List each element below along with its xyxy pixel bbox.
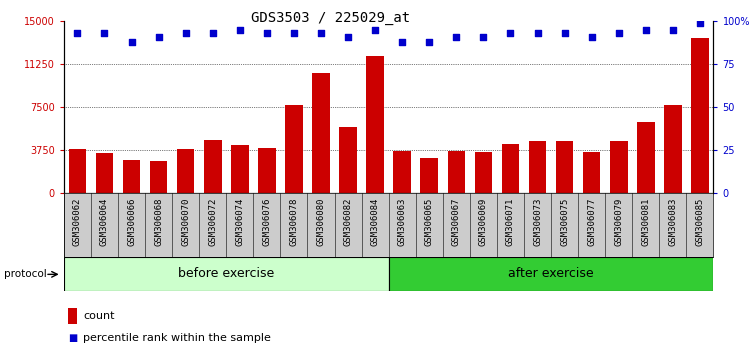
Text: GSM306083: GSM306083: [668, 198, 677, 246]
Text: GSM306065: GSM306065: [425, 198, 434, 246]
Text: GSM306069: GSM306069: [479, 198, 488, 246]
Point: [667, 27, 679, 33]
Text: GSM306066: GSM306066: [127, 198, 136, 246]
Bar: [448, 150, 465, 193]
Bar: [475, 152, 492, 193]
Text: ■: ■: [68, 333, 77, 343]
Text: GSM306077: GSM306077: [587, 198, 596, 246]
Point: [694, 20, 706, 26]
Text: GSM306081: GSM306081: [641, 198, 650, 246]
Point: [288, 30, 300, 36]
Text: GSM306074: GSM306074: [235, 198, 244, 246]
Bar: [394, 150, 411, 193]
Point: [261, 30, 273, 36]
Text: after exercise: after exercise: [508, 267, 594, 280]
Point: [505, 30, 517, 36]
Bar: [389, 257, 713, 291]
Text: GSM306073: GSM306073: [533, 198, 542, 246]
Bar: [637, 122, 655, 193]
Text: GSM306082: GSM306082: [343, 198, 352, 246]
Bar: [339, 126, 357, 193]
Bar: [312, 73, 330, 193]
Point: [152, 34, 164, 40]
Text: count: count: [83, 311, 115, 321]
Point: [640, 27, 652, 33]
Text: GSM306080: GSM306080: [316, 198, 325, 246]
Bar: [95, 153, 113, 193]
Point: [397, 39, 409, 45]
Bar: [64, 257, 389, 291]
Point: [613, 30, 625, 36]
Text: GSM306064: GSM306064: [100, 198, 109, 246]
Bar: [691, 38, 709, 193]
Bar: [231, 145, 249, 193]
Point: [478, 34, 490, 40]
Point: [532, 30, 544, 36]
Point: [369, 27, 381, 33]
Text: GSM306070: GSM306070: [181, 198, 190, 246]
Text: before exercise: before exercise: [178, 267, 274, 280]
Bar: [149, 161, 167, 193]
Point: [342, 34, 354, 40]
Bar: [421, 158, 438, 193]
Bar: [204, 140, 222, 193]
Bar: [285, 105, 303, 193]
Point: [424, 39, 436, 45]
Text: GSM306075: GSM306075: [560, 198, 569, 246]
Text: GSM306078: GSM306078: [289, 198, 298, 246]
Text: protocol: protocol: [4, 269, 47, 279]
Bar: [258, 148, 276, 193]
Bar: [366, 56, 384, 193]
Point: [125, 39, 137, 45]
Bar: [176, 149, 195, 193]
Bar: [664, 105, 682, 193]
Point: [559, 30, 571, 36]
Bar: [610, 141, 628, 193]
Text: GDS3503 / 225029_at: GDS3503 / 225029_at: [251, 11, 410, 25]
Point: [586, 34, 598, 40]
Point: [71, 30, 83, 36]
Text: GSM306062: GSM306062: [73, 198, 82, 246]
Point: [315, 30, 327, 36]
Point: [179, 30, 192, 36]
Text: GSM306072: GSM306072: [208, 198, 217, 246]
Text: GSM306085: GSM306085: [695, 198, 704, 246]
Point: [234, 27, 246, 33]
Text: GSM306084: GSM306084: [370, 198, 379, 246]
Text: GSM306063: GSM306063: [398, 198, 407, 246]
Point: [207, 30, 219, 36]
Text: GSM306076: GSM306076: [262, 198, 271, 246]
Bar: [583, 152, 601, 193]
Bar: [122, 160, 140, 193]
Text: GSM306067: GSM306067: [452, 198, 461, 246]
Text: GSM306068: GSM306068: [154, 198, 163, 246]
Bar: [502, 144, 519, 193]
Point: [98, 30, 110, 36]
Text: GSM306071: GSM306071: [506, 198, 515, 246]
Bar: [68, 149, 86, 193]
Text: percentile rank within the sample: percentile rank within the sample: [83, 333, 271, 343]
Text: GSM306079: GSM306079: [614, 198, 623, 246]
Point: [451, 34, 463, 40]
Bar: [529, 141, 546, 193]
Bar: [556, 141, 573, 193]
